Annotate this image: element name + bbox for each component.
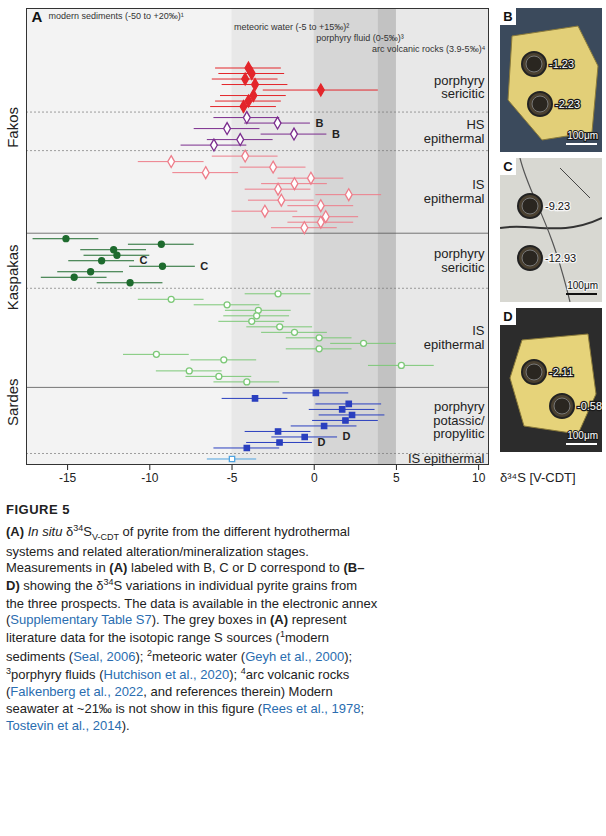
svg-text:B: B [332,128,340,140]
svg-text:-9.23: -9.23 [545,200,570,212]
svg-text:D: D [343,430,351,442]
svg-text:modern sediments (-50 to +20‰): modern sediments (-50 to +20‰)¹ [49,11,184,21]
svg-text:ISepithermal: ISepithermal [424,177,485,206]
svg-text:ISepithermal: ISepithermal [424,323,485,352]
svg-text:C: C [200,260,208,272]
svg-text:porphyrysericitic: porphyrysericitic [434,73,485,102]
html-text:(A) In situ δ34SV-CDTof pyrite: (A) In situ δ34SV-CDTof pyrite from the … [6,522,378,664]
svg-text:-15: -15 [59,471,77,485]
svg-text:0: 0 [311,471,318,485]
svg-text:-2.23: -2.23 [555,98,580,110]
svg-text:-1.23: -1.23 [549,58,574,70]
svg-text:-5: -5 [227,471,238,485]
html-text:FIGURE 5: FIGURE 5 [6,502,70,517]
svg-text:A: A [32,8,43,25]
svg-text:D: D [503,309,512,324]
svg-text:100μm: 100μm [567,280,598,291]
svg-text:arc volcanic rocks (3.9-5‰)⁴: arc volcanic rocks (3.9-5‰)⁴ [372,44,486,54]
svg-text:-0.58: -0.58 [577,400,602,412]
svg-text:-2.11: -2.11 [549,366,573,378]
svg-text:Kaspakas: Kaspakas [4,244,21,310]
svg-text:100μm: 100μm [567,130,598,141]
svg-text:-10: -10 [141,471,159,485]
svg-text:-12.93: -12.93 [545,252,576,264]
svg-text:C: C [503,159,513,174]
svg-text:100μm: 100μm [567,430,598,441]
svg-text:porphyry fluid (0-5‰)³: porphyry fluid (0-5‰)³ [316,33,404,43]
svg-text:5: 5 [393,471,400,485]
svg-text:porphyrypotassic/propylitic: porphyrypotassic/propylitic [433,399,485,441]
svg-text:C: C [140,254,148,266]
svg-text:IS epithermal: IS epithermal [407,451,485,467]
svg-text:10: 10 [472,471,486,485]
svg-text:HSepithermal: HSepithermal [424,117,485,146]
svg-text:D: D [317,436,325,448]
svg-text:B: B [315,117,323,129]
svg-text:B: B [503,9,512,24]
svg-text:porphyrysericitic: porphyrysericitic [434,246,485,275]
svg-text:Fakos: Fakos [4,107,21,148]
svg-text:meteoric water (-5 to +15‰)²: meteoric water (-5 to +15‰)² [234,22,349,32]
html-text:Tostevin et al., 2014).: Tostevin et al., 2014). [6,717,130,733]
html-text:3porphyry fluids (Hutchison et: 3porphyry fluids (Hutchison et al., 2020… [6,665,365,716]
html-text:δ³⁴S [V-CDT]: δ³⁴S [V-CDT] [500,470,576,485]
svg-text:Sardes: Sardes [4,378,21,426]
